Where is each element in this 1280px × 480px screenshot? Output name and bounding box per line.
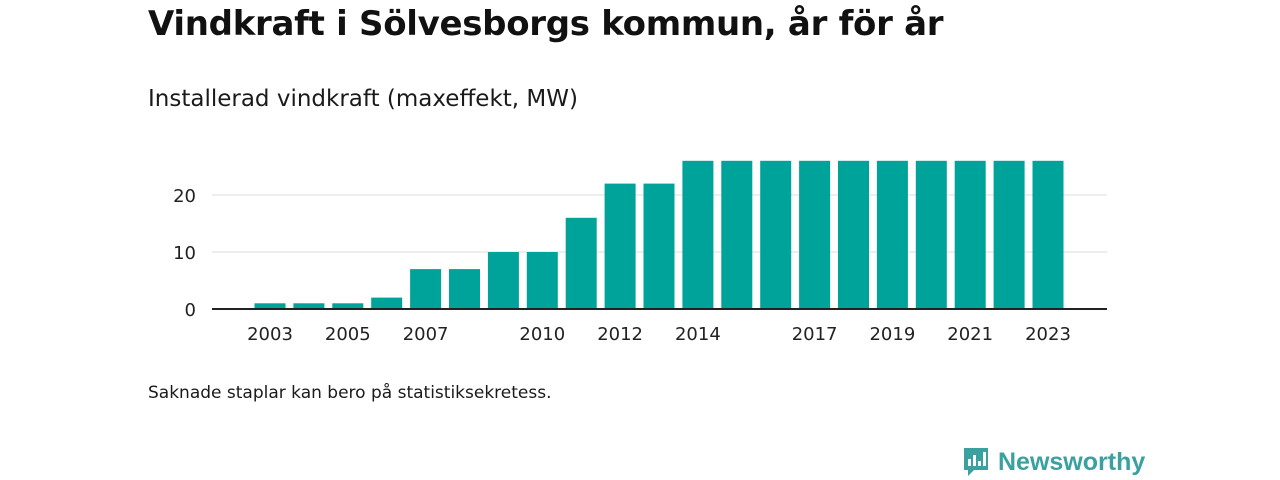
bar-2018: [838, 160, 869, 309]
bar-2011: [565, 217, 597, 309]
bar-2021: [954, 160, 986, 309]
bar-2023: [1032, 160, 1064, 309]
footnote: Saknade staplar kan bero på statistiksek…: [148, 383, 552, 403]
x-tick-label: 2007: [403, 324, 449, 345]
x-tick-label: 2005: [325, 324, 371, 345]
bar-2007: [410, 269, 442, 309]
bar-2016: [760, 160, 792, 309]
x-tick-label: 2021: [947, 324, 993, 345]
bar-2005: [332, 303, 364, 309]
x-tick-label: 2017: [792, 324, 838, 345]
bar-2012: [604, 183, 636, 309]
y-tick-label: 10: [173, 243, 196, 264]
bar-2022: [993, 160, 1025, 309]
y-tick-label: 0: [185, 300, 196, 321]
x-axis-labels: 2003 2005 2007 2010 2012 2014 2017 2019 2021 2023: [247, 324, 1071, 345]
y-axis-labels: 0 10 20: [173, 186, 196, 321]
brand-name: Newsworthy: [998, 447, 1146, 476]
bar-2015: [721, 160, 753, 309]
bars: [254, 160, 1064, 309]
bar-2017: [799, 160, 831, 309]
x-tick-label: 2014: [675, 324, 721, 345]
x-tick-label: 2010: [519, 324, 565, 345]
bar-2019: [876, 160, 908, 309]
bar-2009: [487, 252, 519, 309]
bar-2003: [254, 303, 286, 309]
bar-2004: [293, 303, 325, 309]
x-tick-label: 2003: [247, 324, 293, 345]
chart-title: Vindkraft i Sölvesborgs kommun, år för å…: [148, 4, 944, 44]
brand-logo[interactable]: Newsworthy: [962, 446, 1145, 478]
x-tick-label: 2012: [597, 324, 643, 345]
bar-2013: [643, 183, 675, 309]
y-tick-label: 20: [173, 186, 196, 207]
bar-2006: [371, 297, 403, 309]
bar-2010: [526, 252, 558, 309]
x-tick-label: 2023: [1025, 324, 1071, 345]
bar-2020: [915, 160, 947, 309]
bar-2008: [449, 269, 480, 309]
newsworthy-logo-icon: [964, 448, 988, 476]
bar-2014: [682, 160, 714, 309]
chart-subtitle: Installerad vindkraft (maxeffekt, MW): [148, 86, 578, 112]
x-tick-label: 2019: [869, 324, 915, 345]
